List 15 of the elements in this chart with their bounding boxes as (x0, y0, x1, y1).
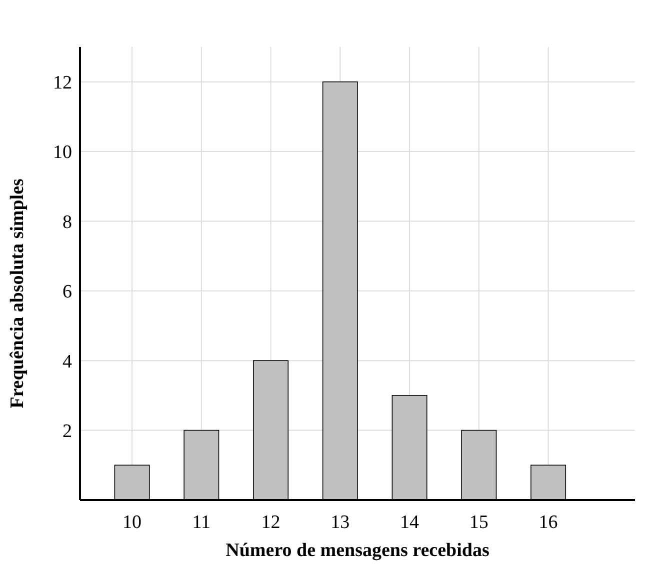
x-tick-label: 13 (330, 512, 350, 533)
y-tick-label: 2 (62, 420, 72, 442)
x-axis-title: Número de mensagens recebidas (226, 540, 490, 561)
x-tick-label: 11 (192, 512, 211, 533)
x-tick-label: 14 (400, 512, 420, 533)
y-tick-label: 8 (62, 212, 72, 233)
y-tick-label: 10 (53, 142, 72, 164)
y-axis-title: Frequência absoluta simples (7, 178, 28, 408)
x-tick-label: 12 (261, 512, 280, 533)
y-tick-label: 4 (62, 351, 72, 372)
y-tick-label: 6 (62, 282, 72, 303)
x-tick-label: 10 (122, 512, 142, 533)
y-tick-label: 12 (53, 72, 72, 94)
x-tick-label: 16 (538, 512, 558, 533)
x-tick-label: 15 (469, 512, 488, 533)
